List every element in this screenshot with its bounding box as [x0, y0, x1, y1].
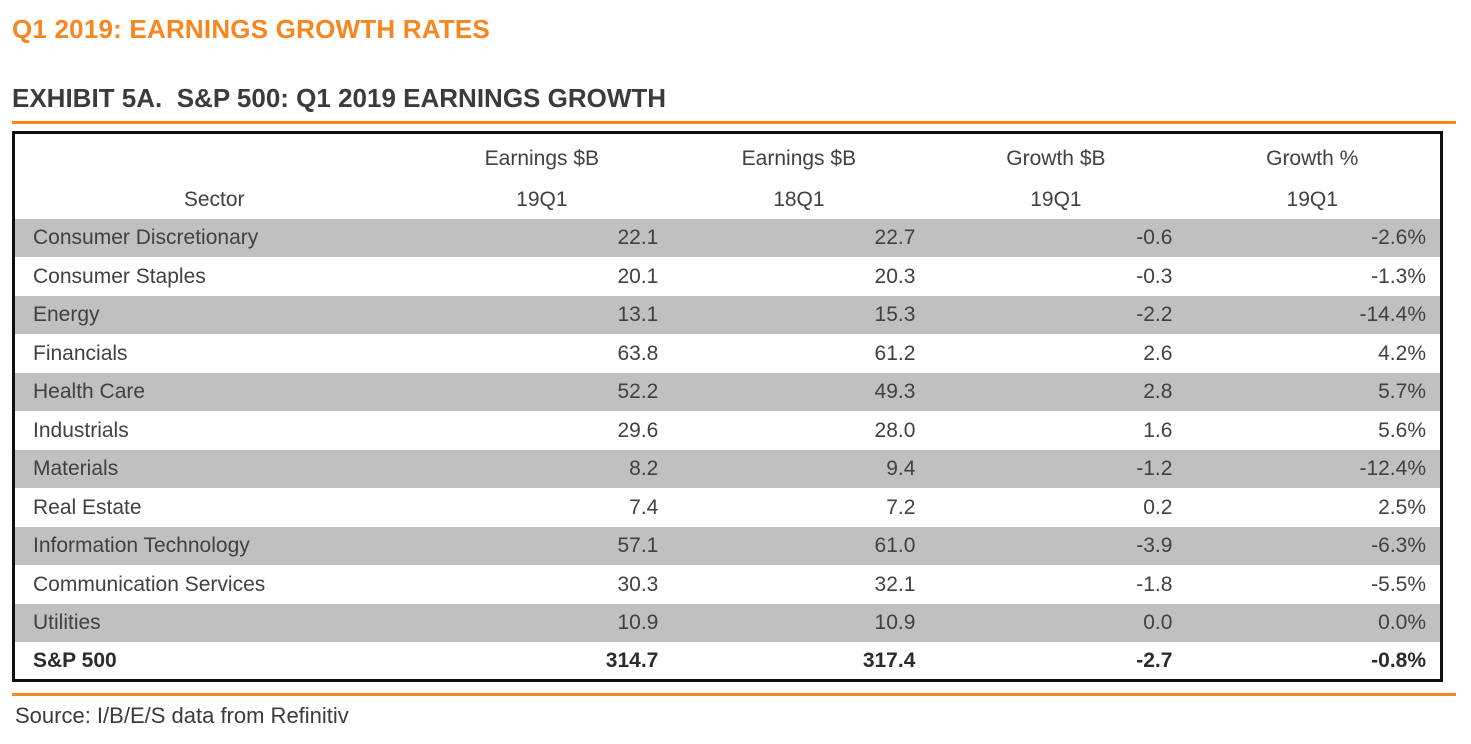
- earnings-18q1-cell: 22.7: [874, 226, 916, 250]
- earnings-19q1-cell: 7.4: [629, 495, 659, 519]
- earnings-18q1-cell: 9.4: [886, 457, 916, 481]
- growth-b-cell: -3.9: [1136, 534, 1173, 558]
- growth-b-cell: -2.2: [1136, 303, 1173, 327]
- table-row: Industrials 29.6 28.0 1.6 5.6%: [14, 411, 1442, 450]
- earnings-19q1-cell: 13.1: [617, 303, 659, 327]
- earnings-19q1-cell: 22.1: [617, 226, 659, 250]
- total-sector-cell: S&P 500: [33, 648, 117, 672]
- table-row: Materials 8.2 9.4 -1.2 -12.4%: [13, 449, 1442, 489]
- sector-cell: Consumer Discretionary: [33, 226, 259, 250]
- column-header-growth-pct: Growth % 19Q1: [1184, 133, 1441, 219]
- growth-b-cell: -0.6: [1136, 226, 1173, 250]
- earnings-18q1-cell: 49.3: [874, 380, 916, 404]
- table-row: Health Care 52.2 49.3 2.8 5.7%: [13, 372, 1442, 412]
- earnings-19q1-cell: 20.1: [617, 264, 659, 288]
- total-earnings-18q1-cell: 317.4: [862, 648, 916, 672]
- table-row: Information Technology 57.1 61.0 -3.9 -6…: [13, 526, 1442, 566]
- growth-pct-cell: -12.4%: [1359, 457, 1426, 481]
- earnings-19q1-cell: 8.2: [629, 457, 659, 481]
- growth-b-cell: 0.2: [1143, 495, 1173, 519]
- earnings-19q1-cell: 63.8: [617, 341, 659, 365]
- column-header-sector: Sector: [14, 133, 414, 219]
- sector-cell: Materials: [33, 457, 119, 481]
- report-page: Q1 2019: EARNINGS GROWTH RATES EXHIBIT 5…: [12, 14, 1456, 729]
- earnings-18q1-cell: 61.2: [874, 341, 916, 365]
- growth-b-cell: -1.2: [1136, 457, 1173, 481]
- column-header-line1: Earnings $B: [741, 146, 857, 170]
- sector-cell: Industrials: [33, 418, 129, 442]
- total-growth-pct-cell: -0.8%: [1371, 648, 1426, 672]
- column-header-line2: 18Q1: [773, 187, 825, 211]
- earnings-18q1-cell: 28.0: [874, 418, 916, 442]
- sector-cell: Energy: [33, 303, 100, 327]
- sector-cell: Information Technology: [33, 534, 250, 558]
- divider-top: [12, 121, 1456, 125]
- source-note: Source: I/B/E/S data from Refinitiv: [15, 703, 349, 729]
- table-row: Real Estate 7.4 7.2 0.2 2.5%: [14, 488, 1442, 527]
- sector-cell: Utilities: [33, 611, 101, 635]
- growth-pct-cell: 0.0%: [1378, 611, 1426, 635]
- growth-b-cell: -1.8: [1136, 572, 1173, 596]
- column-header-growth-b: Growth $B 19Q1: [927, 133, 1184, 219]
- growth-pct-cell: -1.3%: [1371, 264, 1426, 288]
- earnings-18q1-cell: 20.3: [874, 264, 916, 288]
- earnings-18q1-cell: 15.3: [874, 303, 916, 327]
- table-row: Utilities 10.9 10.9 0.0 0.0%: [13, 603, 1442, 643]
- column-header-earnings-19q1: Earnings $B 19Q1: [413, 133, 670, 219]
- earnings-18q1-cell: 10.9: [874, 611, 916, 635]
- sector-cell: Health Care: [33, 380, 146, 404]
- earnings-19q1-cell: 29.6: [617, 418, 659, 442]
- growth-b-cell: -0.3: [1136, 264, 1173, 288]
- table-footer: S&P 500 314.7 317.4 -2.7 -0.8%: [14, 642, 1442, 681]
- column-header-line2: 19Q1: [1286, 187, 1338, 211]
- column-header-line2: Sector: [183, 187, 245, 211]
- column-header-earnings-18q1: Earnings $B 18Q1: [670, 133, 927, 219]
- growth-b-cell: 1.6: [1143, 418, 1173, 442]
- growth-b-cell: 0.0: [1143, 611, 1173, 635]
- earnings-18q1-cell: 32.1: [874, 572, 916, 596]
- table-body: Consumer Discretionary 22.1 22.7 -0.6 -2…: [13, 218, 1442, 643]
- growth-pct-cell: -6.3%: [1371, 534, 1426, 558]
- sector-cell: Real Estate: [33, 495, 142, 519]
- growth-pct-cell: -14.4%: [1359, 303, 1426, 327]
- growth-pct-cell: -2.6%: [1371, 226, 1426, 250]
- table-header: Sector Earnings $B 19Q1 Earnings $B 18Q1…: [14, 133, 1442, 219]
- sector-cell: Consumer Staples: [33, 264, 206, 288]
- growth-pct-cell: 4.2%: [1378, 341, 1426, 365]
- growth-b-cell: 2.6: [1143, 341, 1173, 365]
- sector-cell: Financials: [33, 341, 128, 365]
- growth-pct-cell: -5.5%: [1371, 572, 1426, 596]
- earnings-table: Sector Earnings $B 19Q1 Earnings $B 18Q1…: [12, 131, 1443, 683]
- earnings-19q1-cell: 52.2: [617, 380, 659, 404]
- total-row: S&P 500 314.7 317.4 -2.7 -0.8%: [14, 642, 1442, 681]
- table-row: Energy 13.1 15.3 -2.2 -14.4%: [13, 295, 1442, 335]
- column-header-line1: Earnings $B: [484, 146, 600, 170]
- total-growth-b-cell: -2.7: [1136, 648, 1173, 672]
- growth-pct-cell: 2.5%: [1378, 495, 1426, 519]
- table-row: Financials 63.8 61.2 2.6 4.2%: [14, 334, 1442, 373]
- earnings-18q1-cell: 61.0: [874, 534, 916, 558]
- table-row: Consumer Staples 20.1 20.3 -0.3 -1.3%: [14, 257, 1442, 296]
- sector-cell: Communication Services: [33, 572, 266, 596]
- earnings-19q1-cell: 10.9: [617, 611, 659, 635]
- column-header-line2: 19Q1: [516, 187, 568, 211]
- column-header-line2: 19Q1: [1030, 187, 1082, 211]
- divider-bottom: [12, 693, 1456, 697]
- earnings-18q1-cell: 7.2: [886, 495, 916, 519]
- table-header-row: Sector Earnings $B 19Q1 Earnings $B 18Q1…: [14, 133, 1442, 219]
- table-row: Consumer Discretionary 22.1 22.7 -0.6 -2…: [13, 218, 1442, 258]
- exhibit-title: EXHIBIT 5A. S&P 500: Q1 2019 EARNINGS GR…: [12, 83, 667, 114]
- earnings-19q1-cell: 57.1: [617, 534, 659, 558]
- total-earnings-19q1-cell: 314.7: [605, 648, 659, 672]
- growth-pct-cell: 5.7%: [1378, 380, 1426, 404]
- column-header-line1: Growth %: [1266, 146, 1359, 170]
- page-title: Q1 2019: EARNINGS GROWTH RATES: [12, 14, 490, 44]
- growth-b-cell: 2.8: [1143, 380, 1173, 404]
- growth-pct-cell: 5.6%: [1378, 418, 1426, 442]
- earnings-19q1-cell: 30.3: [617, 572, 659, 596]
- column-header-line1: Growth $B: [1006, 146, 1106, 170]
- table-row: Communication Services 30.3 32.1 -1.8 -5…: [14, 565, 1442, 604]
